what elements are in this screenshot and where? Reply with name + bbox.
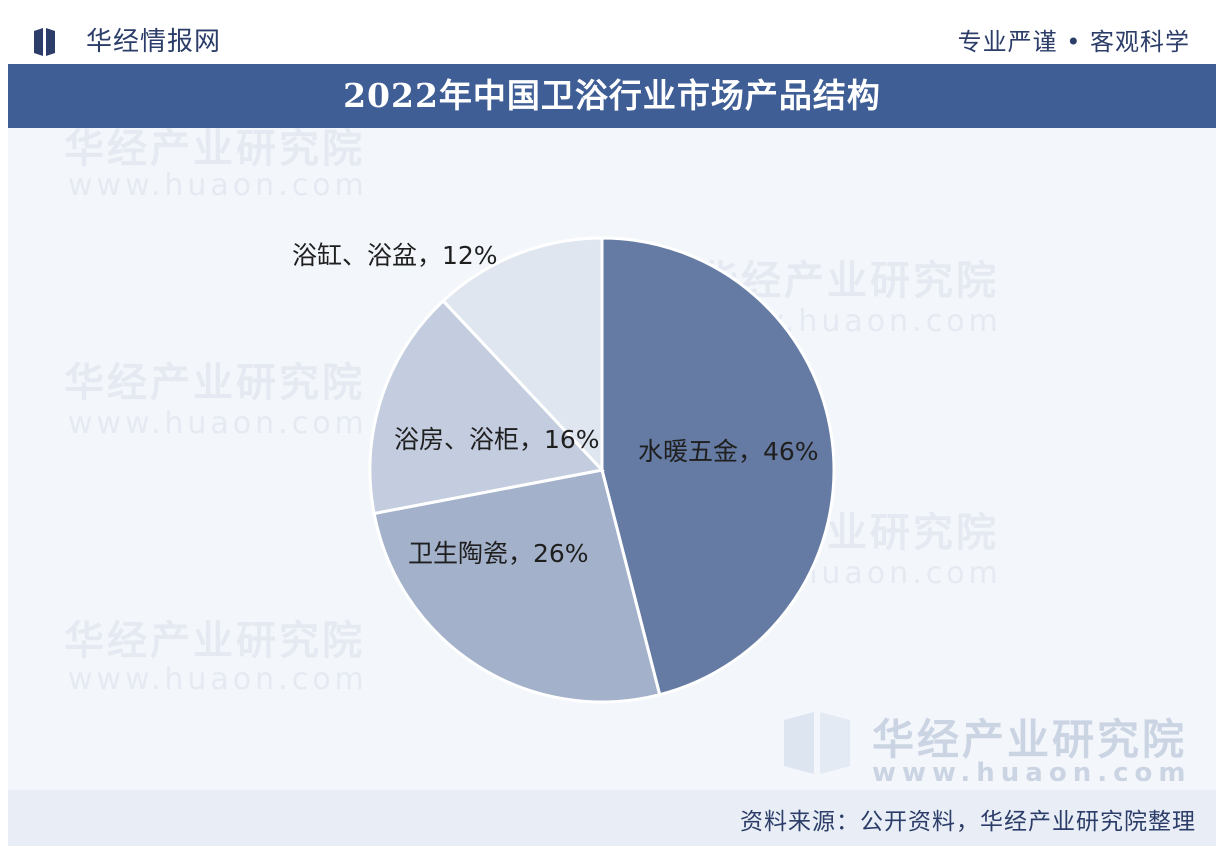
watermark-url: www.huaon.com bbox=[68, 406, 368, 441]
pie-chart: 水暖五金，46% 卫生陶瓷，26% 浴房、浴柜，16% 浴缸、浴盆，12% bbox=[292, 236, 836, 704]
source-note: 资料来源：公开资料，华经产业研究院整理 bbox=[740, 809, 1196, 835]
chart-area: 华经产业研究院 www.huaon.com 华经产业研究院 www.huaon.… bbox=[8, 126, 1216, 790]
watermark-url: www.huaon.com bbox=[68, 662, 368, 697]
pie-slice-1 bbox=[600, 236, 836, 697]
watermark-logo-name: 华经产业研究院 bbox=[872, 715, 1188, 764]
slogan: 专业严谨 • 客观科学 bbox=[957, 28, 1190, 56]
pie-slice-4 bbox=[441, 236, 604, 474]
chart-title: 2022年中国卫浴行业市场产品结构 bbox=[343, 76, 881, 115]
watermark-logo-icon bbox=[784, 712, 850, 774]
watermark-text: 华经产业研究院 bbox=[64, 360, 365, 406]
watermark-text: 华经产业研究院 bbox=[64, 126, 365, 172]
slice-label-1: 水暖五金，46% bbox=[638, 437, 819, 466]
watermark-text: 华经产业研究院 bbox=[64, 618, 365, 664]
slice-label-3: 浴房、浴柜，16% bbox=[394, 425, 600, 454]
watermark-url: www.huaon.com bbox=[68, 168, 368, 203]
watermark-logo-url: www.huaon.com bbox=[872, 758, 1192, 788]
slice-label-4: 浴缸、浴盆，12% bbox=[292, 241, 498, 270]
logo-icon bbox=[34, 28, 55, 56]
slice-label-2: 卫生陶瓷，26% bbox=[408, 539, 589, 568]
footer-bar: 资料来源：公开资料，华经产业研究院整理 bbox=[8, 790, 1216, 846]
brand-name: 华经情报网 bbox=[86, 27, 222, 57]
header-bar: 华经情报网 专业严谨 • 客观科学 bbox=[8, 8, 1216, 65]
pie-slice-2 bbox=[372, 468, 662, 704]
title-bar: 2022年中国卫浴行业市场产品结构 bbox=[8, 64, 1216, 128]
pie-slice-3 bbox=[368, 298, 605, 516]
